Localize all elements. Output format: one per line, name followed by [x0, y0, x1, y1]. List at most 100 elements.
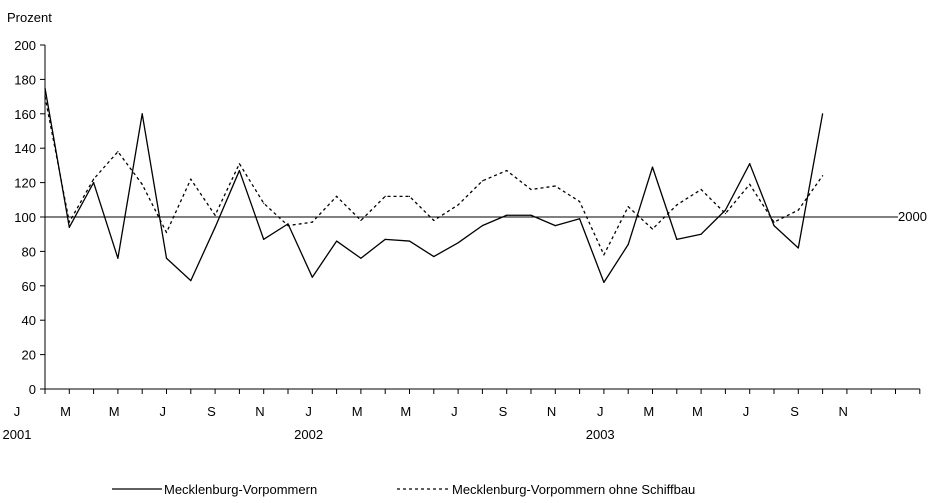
x-tick-label: M: [692, 404, 703, 419]
data-point: [603, 254, 605, 256]
data-point: [554, 225, 556, 227]
data-point: [749, 183, 751, 185]
data-point: [433, 255, 435, 258]
x-tick-label: J: [160, 404, 167, 419]
data-point: [530, 188, 532, 191]
legend-label: Mecklenburg-Vorpommern ohne Schiffbau: [452, 482, 695, 497]
data-point: [676, 204, 678, 206]
data-point: [408, 195, 411, 197]
data-point: [749, 163, 751, 165]
data-point: [190, 280, 192, 282]
data-point: [360, 257, 362, 259]
y-tick-label: 200: [14, 38, 36, 53]
x-tick-label: M: [109, 404, 120, 419]
data-point: [457, 204, 459, 206]
data-point: [700, 233, 702, 235]
data-point: [506, 214, 508, 216]
year-label: 2002: [294, 427, 323, 442]
data-point: [724, 209, 727, 211]
data-point: [603, 281, 605, 283]
data-point: [336, 240, 338, 242]
data-point: [700, 188, 702, 191]
x-tick-label: N: [839, 404, 848, 419]
data-point: [238, 163, 240, 165]
data-point: [141, 113, 143, 115]
data-point: [44, 87, 46, 89]
x-tick-label: J: [451, 404, 458, 419]
y-tick-label: 20: [22, 348, 36, 363]
x-tick-label: S: [790, 404, 799, 419]
data-point: [822, 113, 824, 115]
data-point: [579, 218, 581, 220]
reference-line-label: 2000: [898, 209, 927, 224]
data-point: [238, 169, 240, 172]
data-point: [797, 209, 799, 211]
x-tick-label: M: [643, 404, 654, 419]
data-point: [141, 183, 143, 185]
data-point: [117, 257, 119, 259]
data-point: [457, 242, 459, 244]
data-point: [287, 225, 289, 227]
data-point: [773, 221, 775, 223]
data-point: [579, 200, 581, 203]
y-axis-title: Prozent: [7, 10, 52, 25]
data-point: [724, 212, 727, 215]
data-point: [311, 221, 313, 223]
data-point: [165, 231, 168, 234]
data-point: [68, 226, 70, 228]
y-tick-label: 140: [14, 141, 36, 156]
data-point: [408, 240, 411, 242]
data-point: [384, 238, 386, 240]
data-point: [287, 223, 289, 225]
x-tick-label: J: [14, 404, 21, 419]
data-point: [797, 247, 799, 249]
data-point: [311, 276, 313, 278]
data-point: [627, 243, 629, 246]
data-point: [44, 96, 46, 98]
data-point: [822, 175, 824, 177]
data-point: [481, 225, 483, 227]
data-point: [336, 195, 338, 197]
data-point: [651, 228, 654, 230]
year-label: 2001: [3, 427, 32, 442]
y-tick-label: 0: [29, 382, 36, 397]
data-point: [68, 221, 70, 223]
y-tick-label: 160: [14, 107, 36, 122]
data-point: [481, 180, 483, 182]
x-tick-label: M: [352, 404, 363, 419]
series-line-mv: [44, 87, 824, 284]
data-point: [554, 185, 556, 187]
y-tick-label: 120: [14, 176, 36, 191]
data-point: [117, 151, 119, 153]
data-point: [651, 166, 654, 168]
data-point: [627, 206, 629, 208]
data-point: [263, 202, 265, 204]
x-tick-label: S: [207, 404, 216, 419]
data-point: [506, 169, 508, 172]
data-point: [773, 225, 775, 227]
x-tick-label: S: [499, 404, 508, 419]
data-point: [360, 219, 362, 222]
data-point: [676, 238, 678, 240]
data-point: [93, 178, 95, 180]
y-tick-label: 40: [22, 313, 36, 328]
data-point: [433, 219, 435, 222]
x-tick-label: M: [400, 404, 411, 419]
data-point: [190, 178, 192, 180]
data-point: [214, 226, 216, 228]
y-tick-label: 100: [14, 210, 36, 225]
y-tick-label: 80: [22, 244, 36, 259]
data-point: [165, 257, 168, 259]
y-tick-label: 180: [14, 72, 36, 87]
data-point: [214, 214, 216, 216]
data-point: [93, 182, 95, 184]
x-tick-label: M: [60, 404, 71, 419]
x-tick-label: N: [255, 404, 264, 419]
legend-label: Mecklenburg-Vorpommern: [164, 482, 317, 497]
data-point: [263, 238, 265, 240]
x-tick-label: J: [305, 404, 312, 419]
data-point: [530, 214, 532, 216]
x-tick-label: J: [743, 404, 750, 419]
x-tick-label: J: [597, 404, 604, 419]
